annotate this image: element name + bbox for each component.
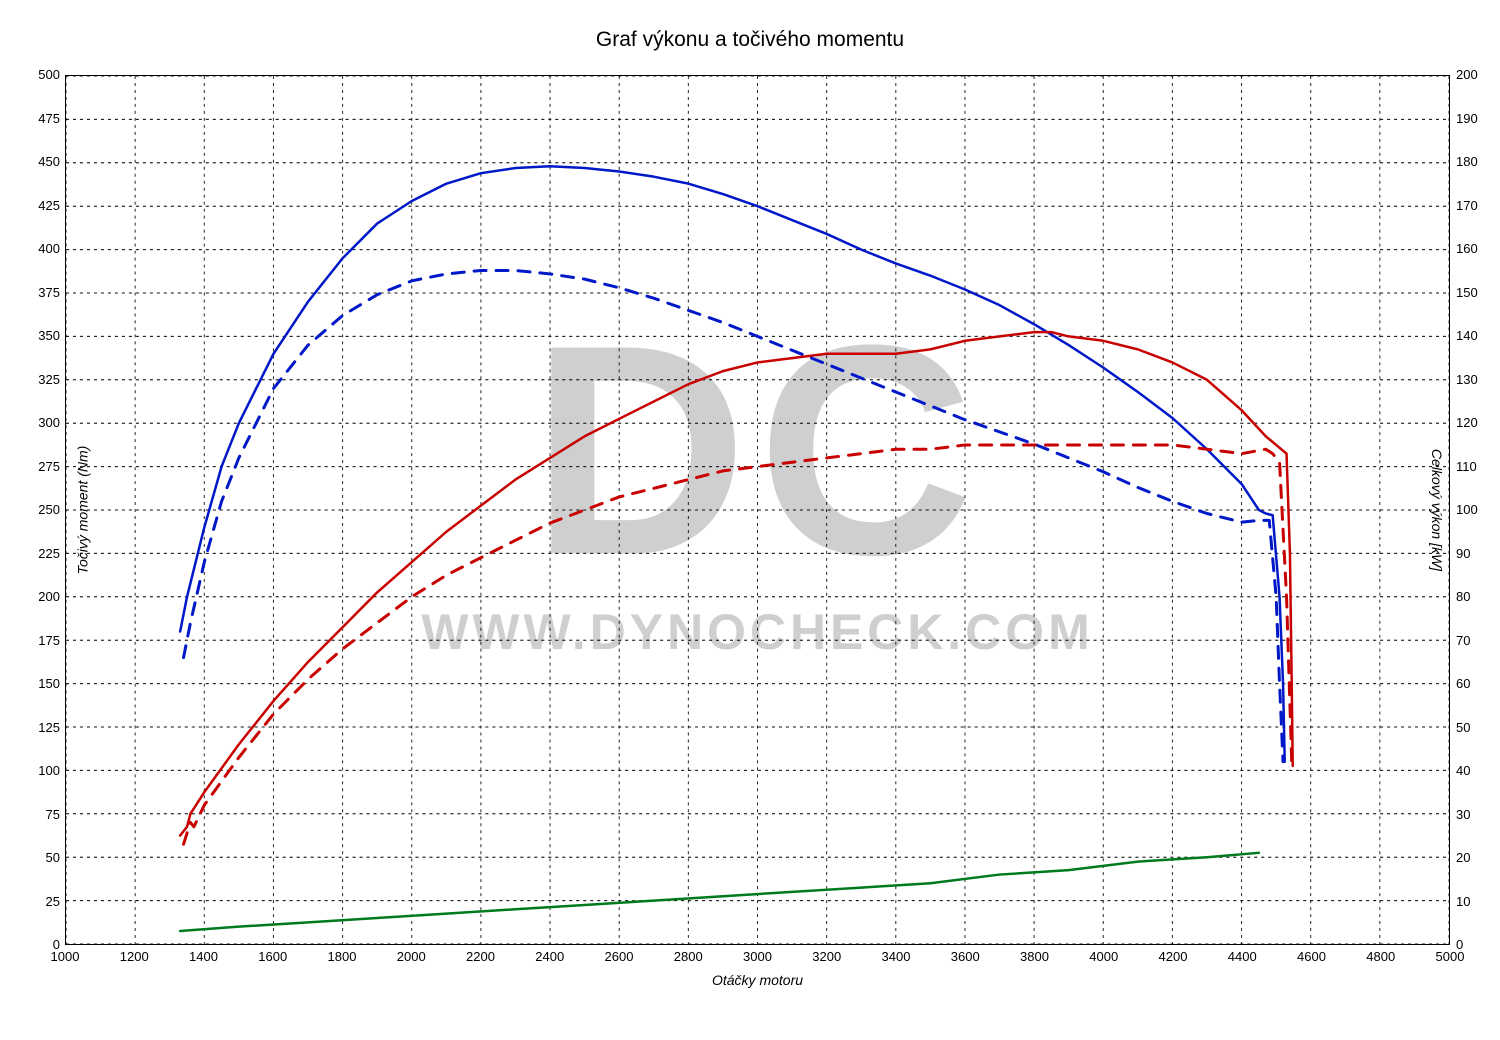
y-right-tick: 190: [1456, 111, 1496, 126]
y-left-tick: 100: [20, 763, 60, 778]
x-tick: 1200: [104, 949, 164, 964]
chart-title: Graf výkonu a točivého momentu: [0, 28, 1500, 52]
x-tick: 2200: [451, 949, 511, 964]
y-right-tick: 40: [1456, 763, 1496, 778]
y-left-tick: 50: [20, 850, 60, 865]
x-tick: 2800: [658, 949, 718, 964]
y-left-tick: 250: [20, 502, 60, 517]
y-left-tick: 450: [20, 154, 60, 169]
y-right-tick: 110: [1456, 459, 1496, 474]
y-right-tick: 70: [1456, 633, 1496, 648]
x-tick: 3800: [1005, 949, 1065, 964]
x-tick: 4400: [1212, 949, 1272, 964]
x-tick: 1000: [35, 949, 95, 964]
x-tick: 3600: [935, 949, 995, 964]
plot-area: DCWWW.DYNOCHECK.COM: [65, 75, 1450, 945]
series-power_gain: [180, 853, 1259, 931]
x-tick: 2000: [381, 949, 441, 964]
y-left-tick: 500: [20, 67, 60, 82]
watermark: DCWWW.DYNOCHECK.COM: [421, 284, 1093, 660]
x-tick: 1600: [243, 949, 303, 964]
y-right-tick: 200: [1456, 67, 1496, 82]
y-right-tick: 80: [1456, 589, 1496, 604]
y-right-tick: 50: [1456, 720, 1496, 735]
y-right-tick: 150: [1456, 285, 1496, 300]
y-left-tick: 325: [20, 372, 60, 387]
y-left-tick: 475: [20, 111, 60, 126]
x-tick: 4600: [1282, 949, 1342, 964]
y-right-tick: 170: [1456, 198, 1496, 213]
y-left-tick: 400: [20, 241, 60, 256]
dyno-chart: Graf výkonu a točivého momentu Točivý mo…: [0, 0, 1500, 1040]
x-tick: 4800: [1351, 949, 1411, 964]
x-tick: 4000: [1074, 949, 1134, 964]
y-left-tick: 425: [20, 198, 60, 213]
y-left-tick: 150: [20, 676, 60, 691]
x-tick: 5000: [1420, 949, 1480, 964]
y-left-tick: 125: [20, 720, 60, 735]
y-left-tick: 175: [20, 633, 60, 648]
y-right-tick: 130: [1456, 372, 1496, 387]
x-tick: 2600: [589, 949, 649, 964]
y-left-tick: 25: [20, 894, 60, 909]
x-tick: 1400: [174, 949, 234, 964]
plot-svg: DCWWW.DYNOCHECK.COM: [66, 76, 1449, 944]
x-tick: 3200: [797, 949, 857, 964]
y-left-tick: 200: [20, 589, 60, 604]
y-right-tick: 100: [1456, 502, 1496, 517]
y-right-tick: 10: [1456, 894, 1496, 909]
y-left-tick: 375: [20, 285, 60, 300]
y-right-tick: 60: [1456, 676, 1496, 691]
x-axis-label: Otáčky motoru: [65, 972, 1450, 988]
y-right-tick: 120: [1456, 415, 1496, 430]
y-right-tick: 20: [1456, 850, 1496, 865]
x-tick: 3400: [866, 949, 926, 964]
x-tick: 3000: [728, 949, 788, 964]
x-tick: 1800: [312, 949, 372, 964]
y-right-tick: 90: [1456, 546, 1496, 561]
x-tick: 2400: [520, 949, 580, 964]
y-left-tick: 350: [20, 328, 60, 343]
x-tick: 4200: [1143, 949, 1203, 964]
y-left-tick: 275: [20, 459, 60, 474]
y-right-tick: 30: [1456, 807, 1496, 822]
y-right-tick: 180: [1456, 154, 1496, 169]
y-left-tick: 300: [20, 415, 60, 430]
y-left-tick: 75: [20, 807, 60, 822]
y-right-tick: 160: [1456, 241, 1496, 256]
y-right-tick: 140: [1456, 328, 1496, 343]
y-left-tick: 225: [20, 546, 60, 561]
